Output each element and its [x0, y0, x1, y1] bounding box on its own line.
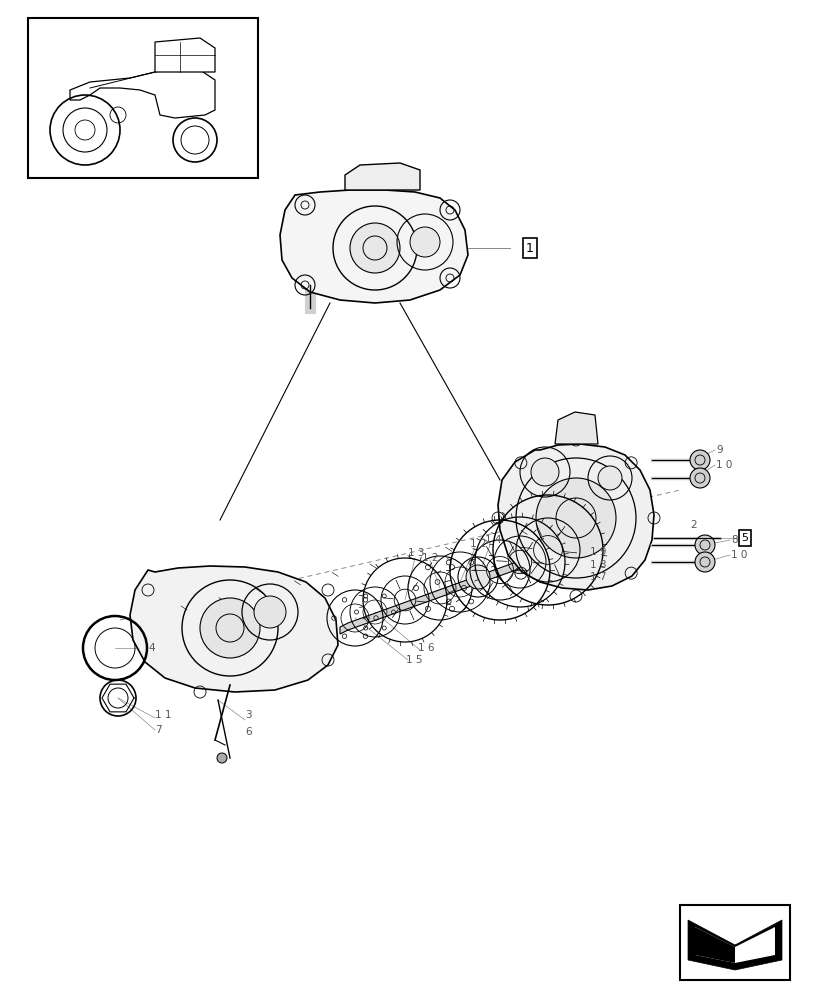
Text: 9: 9 — [715, 445, 722, 455]
Text: 1: 1 — [525, 241, 533, 254]
Text: 3: 3 — [245, 710, 251, 720]
Text: 6: 6 — [245, 727, 251, 737]
Circle shape — [409, 227, 439, 257]
Text: 1 0: 1 0 — [715, 460, 732, 470]
Text: 1 2: 1 2 — [470, 539, 486, 549]
Text: 1 0: 1 0 — [730, 550, 747, 560]
Bar — [679, 905, 789, 980]
Polygon shape — [694, 927, 774, 963]
Text: 2: 2 — [689, 520, 696, 530]
Text: 1 4: 1 4 — [485, 535, 501, 545]
Circle shape — [466, 565, 490, 589]
Text: 7: 7 — [155, 725, 161, 735]
Polygon shape — [280, 190, 467, 303]
Circle shape — [689, 450, 709, 470]
Polygon shape — [694, 927, 734, 963]
Bar — [28, 18, 258, 178]
Text: 1 9: 1 9 — [590, 547, 605, 557]
Circle shape — [597, 466, 621, 490]
Text: 1 6: 1 6 — [418, 643, 434, 653]
Circle shape — [254, 596, 285, 628]
Circle shape — [217, 753, 227, 763]
Text: 1 3: 1 3 — [408, 548, 424, 558]
Polygon shape — [340, 555, 535, 634]
Circle shape — [689, 468, 709, 488]
Circle shape — [694, 552, 715, 572]
Text: 1 2: 1 2 — [422, 553, 438, 563]
Text: 1 1: 1 1 — [155, 710, 171, 720]
Text: 1 7: 1 7 — [590, 572, 605, 582]
Polygon shape — [345, 163, 419, 190]
Polygon shape — [155, 38, 215, 72]
Circle shape — [694, 535, 715, 555]
Polygon shape — [497, 444, 653, 590]
Circle shape — [535, 478, 615, 558]
Text: 5: 5 — [741, 533, 748, 543]
Text: 1 5: 1 5 — [405, 655, 422, 665]
Polygon shape — [687, 920, 781, 970]
Text: 8: 8 — [730, 535, 737, 545]
Circle shape — [530, 458, 558, 486]
Polygon shape — [70, 68, 215, 118]
Circle shape — [200, 598, 260, 658]
Text: 1 8: 1 8 — [590, 560, 605, 570]
Polygon shape — [554, 412, 597, 444]
Polygon shape — [130, 566, 337, 692]
Circle shape — [350, 223, 399, 273]
Text: 4: 4 — [148, 643, 155, 653]
